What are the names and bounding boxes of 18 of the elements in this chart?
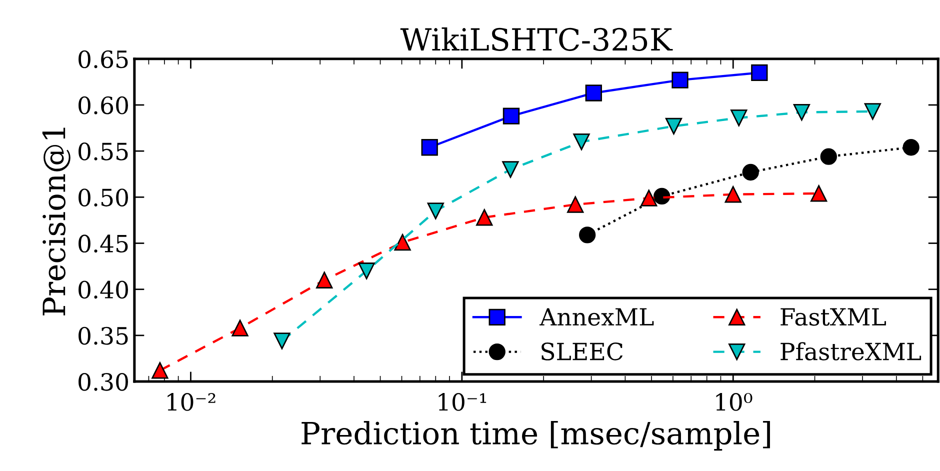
y-tick-label: 0.30 bbox=[78, 372, 128, 391]
x-tick-label: 10⁰ bbox=[716, 393, 752, 411]
legend-label: AnnexML bbox=[539, 308, 654, 326]
x-tick-label: 10⁻¹ bbox=[438, 393, 486, 411]
x-axis-title: Prediction time [msec/sample] bbox=[302, 421, 770, 451]
y-tick-label: 0.65 bbox=[78, 50, 128, 68]
y-axis-title: Precision@1 bbox=[42, 128, 70, 316]
y-tick-label: 0.45 bbox=[78, 234, 128, 253]
legend-label: SLEEC bbox=[542, 342, 623, 360]
legend-label: FastXML bbox=[780, 308, 886, 326]
y-tick-label: 0.55 bbox=[78, 142, 128, 160]
y-tick-label: 0.40 bbox=[78, 280, 128, 299]
chart-title: WikiLSHTC-325K bbox=[400, 27, 673, 51]
legend-label: PfastreXML bbox=[780, 342, 922, 360]
y-tick-label: 0.35 bbox=[78, 326, 128, 345]
x-tick-label: 10⁻² bbox=[168, 393, 216, 411]
y-tick-label: 0.60 bbox=[78, 96, 128, 114]
y-tick-label: 0.50 bbox=[78, 188, 128, 206]
